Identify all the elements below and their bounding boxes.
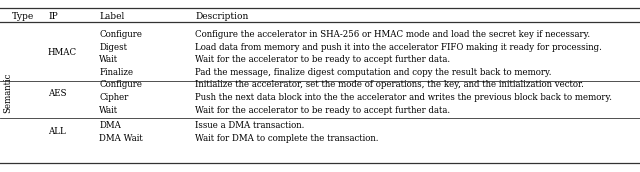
Text: Semantic: Semantic xyxy=(3,73,12,113)
Text: Configure: Configure xyxy=(99,80,142,89)
Text: Finalize: Finalize xyxy=(99,68,133,77)
Text: Initialize the accelerator, set the mode of operations, the key, and the initial: Initialize the accelerator, set the mode… xyxy=(195,80,584,89)
Text: Configure: Configure xyxy=(99,30,142,39)
Text: Configure the accelerator in SHA-256 or HMAC mode and load the secret key if nec: Configure the accelerator in SHA-256 or … xyxy=(195,30,590,39)
Text: Wait for DMA to complete the transaction.: Wait for DMA to complete the transaction… xyxy=(195,134,379,143)
Text: Load data from memory and push it into the accelerator FIFO making it ready for : Load data from memory and push it into t… xyxy=(195,43,602,52)
Text: Cipher: Cipher xyxy=(99,93,129,102)
Text: ALL: ALL xyxy=(48,127,66,136)
Text: Wait: Wait xyxy=(99,55,118,64)
Text: Wait: Wait xyxy=(99,106,118,115)
Text: AES: AES xyxy=(48,89,67,98)
Text: Wait for the accelerator to be ready to accept further data.: Wait for the accelerator to be ready to … xyxy=(195,55,451,64)
Text: HMAC: HMAC xyxy=(48,48,77,57)
Text: Digest: Digest xyxy=(99,43,127,52)
Text: Pad the message, finalize digest computation and copy the result back to memory.: Pad the message, finalize digest computa… xyxy=(195,68,552,77)
Text: Push the next data block into the the accelerator and writes the previous block : Push the next data block into the the ac… xyxy=(195,93,612,102)
Text: DMA: DMA xyxy=(99,121,121,130)
Text: Label: Label xyxy=(99,12,124,21)
Text: Issue a DMA transaction.: Issue a DMA transaction. xyxy=(195,121,305,130)
Text: Description: Description xyxy=(195,12,248,21)
Text: IP: IP xyxy=(48,12,58,21)
Text: Type: Type xyxy=(12,12,34,21)
Text: DMA Wait: DMA Wait xyxy=(99,134,143,143)
Text: Wait for the accelerator to be ready to accept further data.: Wait for the accelerator to be ready to … xyxy=(195,106,451,115)
